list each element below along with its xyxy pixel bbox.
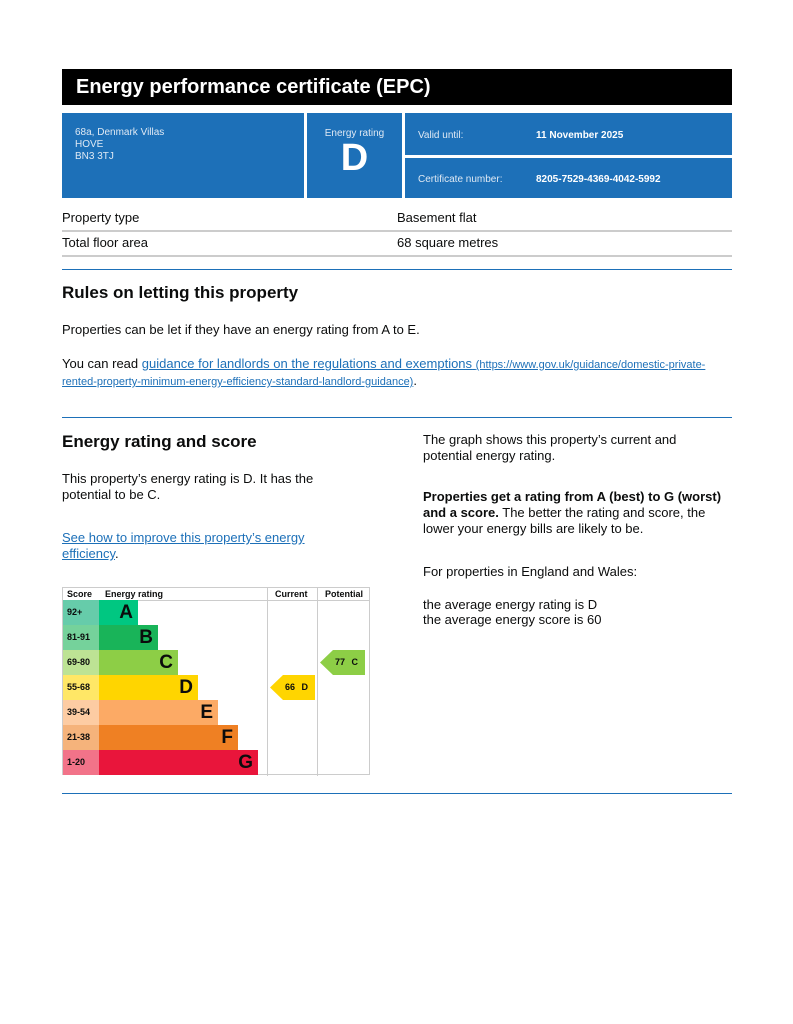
potential-rating-arrow: 77 C: [320, 650, 365, 675]
header-potential: Potential: [325, 589, 364, 599]
band-bar-f: F: [99, 725, 238, 750]
improve-suffix: .: [115, 546, 119, 561]
energy-rating-box: Energy rating D: [307, 113, 402, 198]
guidance-link[interactable]: guidance for landlords on the regulation…: [62, 356, 705, 388]
average-rating: the average energy rating is D: [423, 597, 598, 612]
energy-rating-chart: Score Energy rating Current Potential 92…: [62, 587, 370, 776]
band-bar-g: G: [99, 750, 258, 775]
band-score-a: 92+: [63, 600, 99, 625]
detail-row: Property type Basement flat: [62, 206, 732, 232]
header-energy-rating: Energy rating: [105, 589, 164, 599]
rating-explanation-bold: Properties get a rating from A (best) to…: [423, 489, 722, 520]
address-line: BN3 3TJ: [75, 151, 114, 162]
rating-explanation-rest: The better the rating and score, the low…: [423, 505, 706, 536]
energy-rating-label: Energy rating: [324, 128, 385, 139]
detail-row: Total floor area 68 square metres: [62, 231, 732, 257]
certificate-value: 8205-7529-4369-4042-5992: [536, 174, 661, 185]
graph-explanation: The graph shows this property’s current …: [423, 432, 677, 463]
band-bar-b: B: [99, 625, 158, 650]
band-bar-c: C: [99, 650, 178, 675]
guidance-suffix: .: [413, 373, 417, 388]
guidance-link-url: (https://www.gov.uk/guidance/domestic-pr…: [62, 359, 706, 388]
band-score-c: 69-80: [63, 650, 99, 675]
improve-paragraph: See how to improve this property’s energ…: [62, 530, 332, 562]
divider: [62, 793, 732, 794]
improve-link[interactable]: See how to improve this property’s energ…: [62, 530, 305, 561]
certificate-box: Certificate number: 8205-7529-4369-4042-…: [405, 158, 732, 198]
guidance-link-text: guidance for landlords on the regulation…: [141, 356, 473, 371]
band-bar-a: A: [99, 600, 138, 625]
rules-heading: Rules on letting this property: [62, 283, 299, 302]
england-wales-text: For properties in England and Wales:: [423, 564, 638, 579]
valid-until-value: 11 November 2025: [536, 130, 624, 141]
header-score: Score: [67, 589, 93, 599]
band-score-e: 39-54: [63, 700, 99, 725]
guidance-prefix: You can read: [62, 356, 142, 371]
average-score: the average energy score is 60: [423, 612, 602, 627]
band-score-d: 55-68: [63, 675, 99, 700]
address-line: 68a, Denmark Villas: [75, 127, 165, 138]
page-title: Energy performance certificate (EPC): [62, 69, 732, 105]
energy-rating-value: D: [340, 137, 369, 179]
header-divider: [63, 600, 369, 601]
divider: [62, 417, 732, 418]
column-divider: [317, 588, 318, 776]
rating-explanation: Properties get a rating from A (best) to…: [423, 489, 733, 537]
detail-value: 68 square metres: [397, 235, 499, 250]
band-score-g: 1-20: [63, 750, 99, 775]
detail-value: Basement flat: [397, 210, 477, 225]
valid-until-label: Valid until:: [418, 130, 464, 141]
certificate-label: Certificate number:: [418, 174, 503, 185]
rules-guidance: You can read guidance for landlords on t…: [62, 356, 732, 390]
address-line: HOVE: [75, 139, 104, 150]
score-heading: Energy rating and score: [62, 432, 257, 451]
rules-text: Properties can be let if they have an en…: [62, 322, 420, 337]
band-score-f: 21-38: [63, 725, 99, 750]
column-divider: [267, 588, 268, 776]
address-box: 68a, Denmark Villas HOVE BN3 3TJ: [62, 113, 304, 198]
band-score-b: 81-91: [63, 625, 99, 650]
band-bar-d: D: [99, 675, 198, 700]
valid-until-box: Valid until: 11 November 2025: [405, 113, 732, 155]
score-text: This property’s energy rating is D. It h…: [62, 471, 314, 502]
divider: [62, 269, 732, 270]
current-rating-arrow: 66 D: [270, 675, 315, 700]
detail-key: Property type: [62, 210, 140, 225]
detail-key: Total floor area: [62, 235, 148, 250]
band-bar-e: E: [99, 700, 218, 725]
header-current: Current: [275, 589, 308, 599]
